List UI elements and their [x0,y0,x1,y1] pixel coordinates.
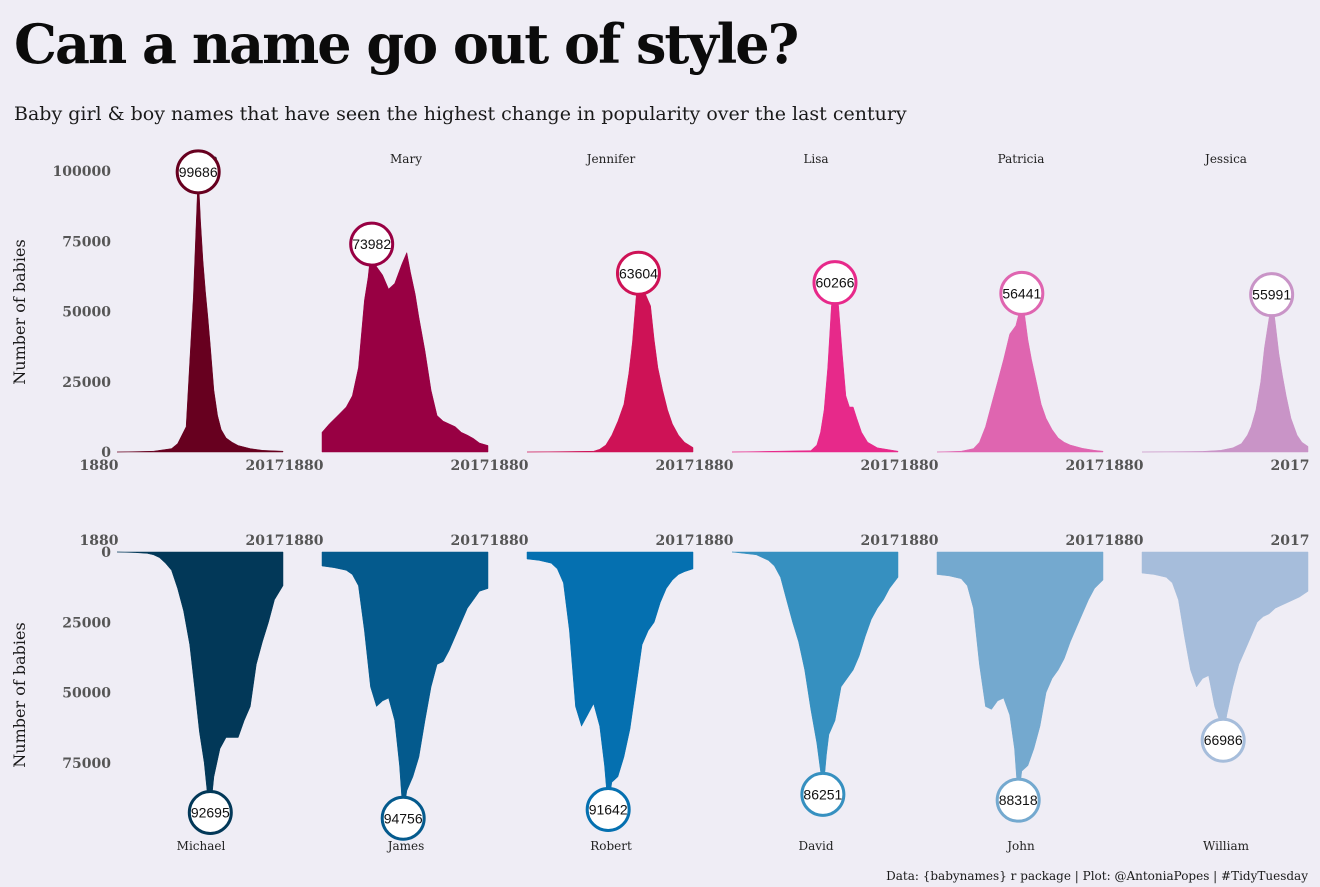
peak-label-patricia: 56441 [1002,285,1041,301]
page-subtitle: Baby girl & boy names that have seen the… [14,103,907,125]
x-tick-label: 2017 [861,458,900,474]
x-tick-label: 1880 [490,458,529,474]
y-axis-title: Number of babies [10,239,29,384]
facet-label-mary: Mary [390,152,422,166]
facet-label-jessica: Jessica [1203,152,1247,166]
area-william [1141,551,1309,741]
facet-label-jennifer: Jennifer [585,152,636,166]
peak-label-jessica: 55991 [1252,287,1291,303]
x-tick-label: 1880 [285,458,324,474]
x-tick-label: 1880 [1105,458,1144,474]
peak-marker-mary [349,221,395,267]
area-patricia [936,293,1104,453]
area-michael [116,551,284,813]
x-tick-label: 2017 [861,533,900,549]
x-tick-label: 1880 [900,458,939,474]
area-jennifer [526,273,694,453]
x-tick-label: 1880 [900,533,939,549]
y-tick-label: 100000 [53,164,112,180]
facet-label-robert: Robert [590,839,632,853]
peak-marker-lisa [812,260,858,306]
peak-marker-john [995,777,1041,823]
peak-label-robert: 91642 [589,802,628,818]
y-tick-label: 0 [101,545,111,561]
peak-marker-jessica [1249,272,1295,318]
x-tick-label: 1880 [80,458,119,474]
page-title: Can a name go out of style? [14,12,799,76]
area-lisa [731,282,899,453]
x-tick-label: 1880 [1105,533,1144,549]
area-david [731,551,899,795]
area-linda [116,171,284,453]
peak-marker-william [1200,717,1246,763]
peak-label-linda: 99686 [179,164,218,180]
y-tick-label: 75000 [62,756,111,772]
area-jessica [1141,294,1309,453]
x-tick-label: 2017 [451,533,490,549]
y-axis-title: Number of babies [10,622,29,767]
x-tick-label: 2017 [1271,533,1310,549]
peak-label-mary: 73982 [352,236,391,252]
peak-label-lisa: 60266 [816,275,855,291]
caption: Data: {babynames} r package | Plot: @Ant… [886,869,1308,883]
x-tick-label: 2017 [1271,458,1310,474]
x-tick-label: 2017 [451,458,490,474]
peak-marker-patricia [999,270,1045,316]
facet-label-david: David [798,839,833,853]
y-tick-label: 50000 [62,686,111,702]
y-tick-label: 0 [101,445,111,461]
x-tick-label: 1880 [490,533,529,549]
area-john [936,551,1104,801]
facet-label-patricia: Patricia [998,152,1045,166]
area-robert [526,551,694,810]
facet-label-john: John [1005,839,1035,853]
peak-marker-linda [175,149,221,195]
y-tick-label: 25000 [62,375,111,391]
peak-label-jennifer: 63604 [619,265,658,281]
area-james [321,551,489,819]
x-tick-label: 2017 [656,458,695,474]
peak-label-william: 66986 [1204,732,1243,748]
x-tick-label: 1880 [695,533,734,549]
x-tick-label: 1880 [285,533,324,549]
peak-label-james: 94756 [384,810,423,826]
peak-label-michael: 92695 [191,804,230,820]
x-tick-label: 2017 [1066,458,1105,474]
facet-label-lisa: Lisa [803,152,828,166]
x-tick-label: 2017 [246,458,285,474]
peak-marker-robert [585,787,631,833]
facet-label-james: James [386,839,425,853]
peak-marker-jennifer [615,250,661,296]
peak-marker-david [800,771,846,817]
x-tick-label: 1880 [80,533,119,549]
y-tick-label: 25000 [62,615,111,631]
facet-label-michael: Michael [177,839,226,853]
peak-label-john: 88318 [999,792,1038,808]
peak-label-david: 86251 [803,786,842,802]
area-mary [321,244,489,453]
peak-marker-michael [187,789,233,835]
facet-label-william: William [1203,839,1250,853]
x-tick-label: 1880 [695,458,734,474]
y-tick-label: 75000 [62,234,111,250]
peak-marker-james [380,795,426,841]
x-tick-label: 2017 [656,533,695,549]
y-tick-label: 50000 [62,305,111,321]
x-tick-label: 2017 [246,533,285,549]
x-tick-label: 2017 [1066,533,1105,549]
